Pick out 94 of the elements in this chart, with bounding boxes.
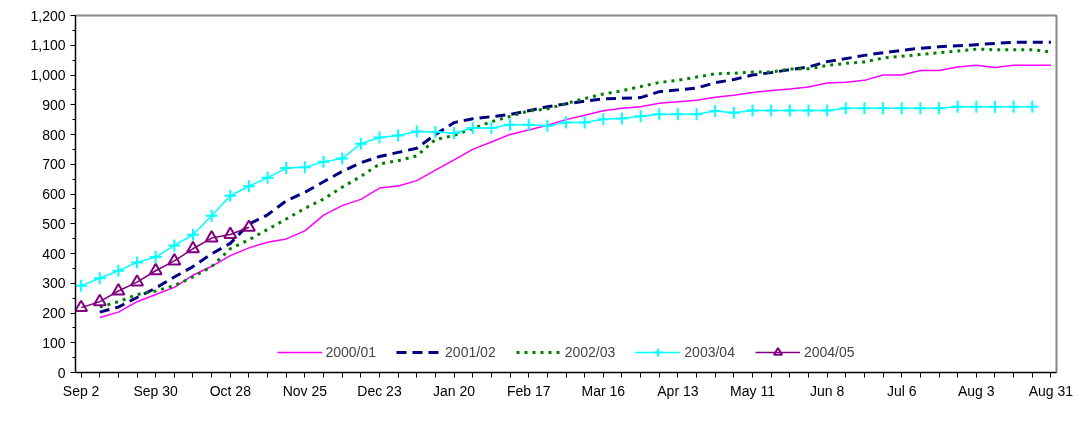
point: [596, 112, 611, 127]
point: [764, 103, 779, 118]
x-tick-label: Sep 30: [133, 382, 179, 399]
x-tick-label: Jun 8: [809, 382, 845, 399]
y-tick-label: 400: [42, 245, 66, 262]
point: [130, 255, 145, 270]
x-tick-label: Nov 25: [282, 382, 328, 399]
point: [204, 230, 219, 243]
point: [353, 136, 368, 151]
point: [540, 118, 555, 133]
x-tick-label: Jan 20: [433, 382, 476, 399]
point: [484, 120, 499, 135]
point: [894, 101, 909, 116]
x-tick-label: Feb 17: [506, 382, 551, 399]
point: [409, 124, 424, 139]
point: [577, 115, 592, 130]
legend-label: 2001/02: [445, 344, 496, 360]
x-tick-label: Jul 6: [886, 382, 917, 399]
y-tick-label: 300: [42, 275, 66, 292]
point: [503, 117, 518, 132]
point: [708, 104, 723, 118]
y-tick-label: 500: [42, 215, 66, 232]
point: [820, 103, 835, 118]
point: [726, 105, 741, 120]
point: [204, 208, 219, 223]
y-tick-label: 900: [42, 96, 66, 113]
point: [447, 126, 462, 141]
point: [652, 107, 667, 122]
point: [913, 101, 928, 116]
point: [92, 271, 107, 286]
point: [167, 238, 182, 253]
point: [148, 250, 163, 265]
point: [130, 274, 145, 287]
point: [92, 293, 107, 307]
point: [335, 151, 350, 166]
point: [241, 179, 256, 194]
y-tick-label: 200: [42, 305, 66, 321]
point: [186, 240, 200, 254]
point: [969, 99, 984, 114]
point: [633, 109, 648, 124]
y-tick-label: 0: [57, 364, 66, 381]
x-tick-label: Aug 31: [1028, 382, 1074, 399]
point: [111, 283, 126, 296]
point: [372, 130, 387, 145]
y-tick-label: 1,100: [30, 37, 66, 54]
x-tick-label: Mar 16: [581, 382, 626, 399]
point: [801, 103, 816, 118]
point: [745, 103, 760, 118]
legend-label: 2002/03: [564, 344, 616, 360]
point: [75, 299, 89, 313]
point: [223, 188, 238, 203]
x-tick-label: May 11: [730, 382, 776, 399]
point: [241, 219, 256, 232]
point: [297, 160, 312, 175]
point: [689, 107, 704, 122]
x-tick-label: Sep 2: [62, 382, 100, 399]
point: [857, 101, 872, 116]
point: [782, 103, 797, 118]
point: [932, 101, 946, 116]
point: [950, 99, 965, 114]
point: [1006, 99, 1021, 114]
y-tick-label: 100: [42, 334, 66, 351]
point: [428, 125, 443, 140]
point: [838, 101, 853, 116]
legend-label: 2000/01: [325, 344, 377, 360]
point: [1025, 99, 1040, 114]
x-tick-label: Oct 28: [209, 382, 252, 399]
point: [391, 128, 406, 143]
point: [223, 226, 238, 239]
point: [559, 115, 573, 130]
y-tick-label: 600: [42, 186, 66, 202]
point: [260, 170, 275, 185]
point: [987, 99, 1002, 114]
y-tick-label: 1,000: [30, 67, 66, 83]
point: [614, 111, 629, 126]
y-tick-label: 800: [42, 126, 66, 143]
point: [316, 154, 331, 169]
point: [670, 107, 685, 122]
y-tick-label: 700: [42, 156, 66, 173]
point: [186, 227, 200, 242]
point: [279, 161, 294, 176]
y-tick-label: 1,200: [30, 7, 66, 24]
legend-label: 2004/05: [803, 344, 855, 360]
legend-label: 2003/04: [684, 344, 735, 360]
point: [876, 101, 891, 116]
x-tick-label: Aug 3: [958, 382, 995, 399]
x-tick-label: Apr 13: [657, 382, 699, 399]
point: [75, 278, 89, 293]
point: [465, 120, 480, 135]
x-tick-label: Dec 23: [357, 382, 402, 399]
point: [521, 117, 536, 132]
point: [111, 263, 126, 278]
point: [167, 253, 182, 266]
point: [148, 262, 163, 276]
